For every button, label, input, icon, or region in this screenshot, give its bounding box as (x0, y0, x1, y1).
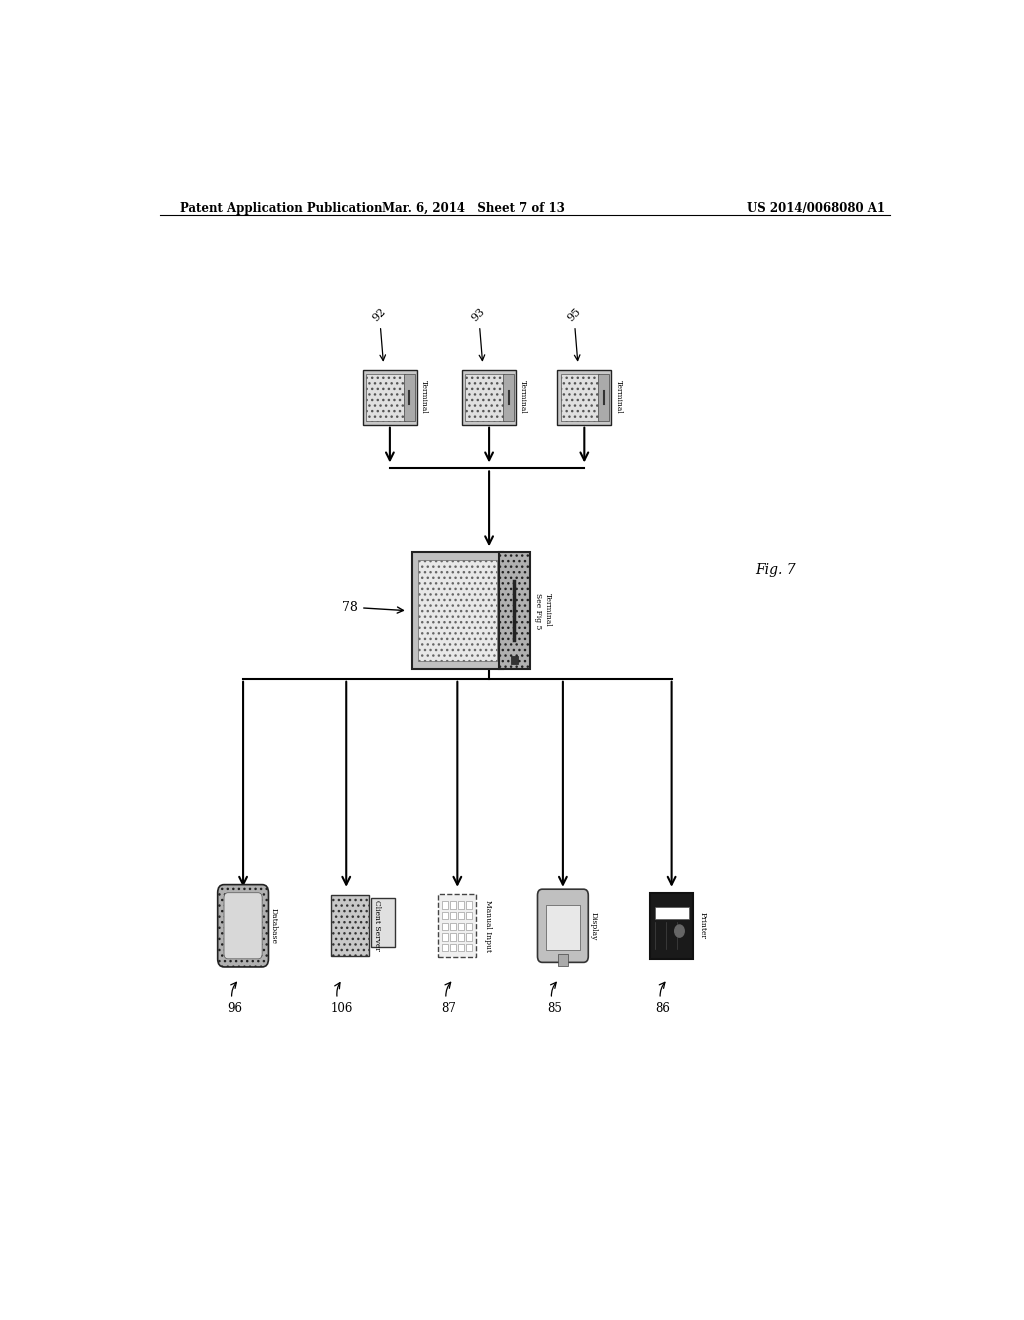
Text: Terminal: Terminal (420, 380, 428, 414)
FancyBboxPatch shape (218, 884, 268, 968)
FancyBboxPatch shape (403, 374, 415, 421)
FancyBboxPatch shape (546, 904, 580, 950)
FancyBboxPatch shape (538, 890, 588, 962)
FancyBboxPatch shape (442, 902, 447, 909)
FancyBboxPatch shape (465, 374, 504, 421)
Text: 87: 87 (441, 982, 457, 1015)
FancyBboxPatch shape (362, 370, 417, 425)
FancyBboxPatch shape (458, 933, 464, 941)
Text: Display: Display (590, 912, 598, 940)
FancyBboxPatch shape (371, 899, 394, 948)
Text: Terminal: Terminal (519, 380, 527, 414)
FancyBboxPatch shape (442, 933, 447, 941)
FancyBboxPatch shape (503, 374, 514, 421)
Text: Patent Application Publication: Patent Application Publication (179, 202, 382, 215)
FancyBboxPatch shape (466, 944, 472, 952)
FancyBboxPatch shape (442, 912, 447, 920)
FancyBboxPatch shape (458, 902, 464, 909)
Text: Database: Database (270, 908, 279, 944)
Text: US 2014/0068080 A1: US 2014/0068080 A1 (748, 202, 885, 215)
FancyBboxPatch shape (442, 944, 447, 952)
FancyBboxPatch shape (560, 374, 599, 421)
FancyBboxPatch shape (654, 907, 689, 919)
FancyBboxPatch shape (466, 933, 472, 941)
FancyBboxPatch shape (367, 374, 404, 421)
Text: 95: 95 (565, 306, 583, 360)
FancyBboxPatch shape (438, 894, 476, 957)
FancyBboxPatch shape (458, 923, 464, 931)
Text: 96: 96 (227, 982, 243, 1015)
FancyBboxPatch shape (499, 552, 530, 669)
FancyBboxPatch shape (650, 892, 693, 958)
FancyBboxPatch shape (458, 944, 464, 952)
FancyBboxPatch shape (451, 912, 456, 920)
FancyBboxPatch shape (451, 944, 456, 952)
FancyBboxPatch shape (511, 656, 518, 664)
FancyBboxPatch shape (458, 912, 464, 920)
Circle shape (675, 925, 684, 937)
FancyBboxPatch shape (557, 370, 611, 425)
FancyBboxPatch shape (412, 552, 503, 669)
Text: Mar. 6, 2014   Sheet 7 of 13: Mar. 6, 2014 Sheet 7 of 13 (382, 202, 564, 215)
FancyBboxPatch shape (462, 370, 516, 425)
FancyBboxPatch shape (442, 923, 447, 931)
Text: Fig. 7: Fig. 7 (755, 564, 796, 577)
Text: 92: 92 (371, 306, 388, 360)
FancyBboxPatch shape (224, 892, 262, 958)
FancyBboxPatch shape (466, 912, 472, 920)
Text: Terminal
See Fig 5: Terminal See Fig 5 (535, 593, 552, 628)
FancyBboxPatch shape (451, 902, 456, 909)
FancyBboxPatch shape (466, 902, 472, 909)
FancyBboxPatch shape (331, 895, 370, 956)
Text: 78: 78 (342, 601, 403, 614)
FancyBboxPatch shape (418, 561, 497, 661)
FancyBboxPatch shape (451, 923, 456, 931)
FancyBboxPatch shape (466, 923, 472, 931)
Text: Client Server: Client Server (373, 900, 381, 952)
Text: Terminal: Terminal (614, 380, 623, 414)
Text: 93: 93 (470, 306, 487, 360)
FancyBboxPatch shape (598, 374, 609, 421)
FancyBboxPatch shape (451, 933, 456, 941)
Text: 86: 86 (655, 982, 671, 1015)
Text: 106: 106 (331, 982, 352, 1015)
Text: Manual Input: Manual Input (484, 900, 493, 952)
FancyBboxPatch shape (558, 954, 567, 966)
Text: 85: 85 (547, 982, 562, 1015)
Text: Printer: Printer (698, 912, 707, 940)
